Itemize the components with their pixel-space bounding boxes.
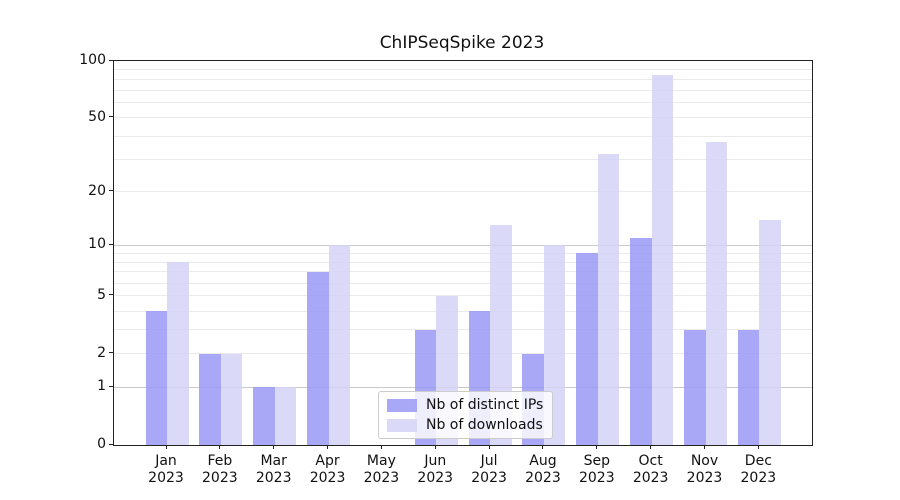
x-axis-tick — [327, 445, 329, 449]
x-tick-label: Jun 2023 — [417, 453, 454, 486]
x-axis-tick — [488, 445, 490, 449]
x-tick-label: Sep 2023 — [578, 453, 615, 486]
x-axis-tick — [757, 445, 759, 449]
x-tick-label: Mar 2023 — [255, 453, 292, 486]
y-axis-tick — [109, 443, 113, 445]
bar-downloads-apr — [328, 245, 351, 445]
minor-gridline — [114, 135, 812, 137]
x-tick-label: Feb 2023 — [202, 453, 238, 486]
x-tick-label: Dec 2023 — [740, 453, 777, 486]
chart-title: ChIPSeqSpike 2023 — [379, 33, 545, 53]
legend-item: Nb of downloads — [387, 417, 543, 433]
x-tick-label: Nov 2023 — [686, 453, 723, 486]
x-tick-label: Aug 2023 — [525, 453, 561, 486]
x-axis-tick — [219, 445, 221, 449]
bar-downloads-nov — [705, 142, 727, 445]
bar-ips-feb — [199, 353, 221, 445]
y-tick-label: 1 — [97, 378, 106, 395]
x-tick-label: Oct 2023 — [632, 453, 669, 486]
plot-area — [113, 60, 813, 446]
bar-ips-jan — [145, 311, 167, 445]
x-axis-tick — [650, 445, 652, 449]
bar-downloads-dec — [759, 219, 781, 445]
legend-swatch-ips — [387, 398, 417, 412]
y-axis-tick — [109, 385, 113, 387]
bar-ips-dec — [737, 329, 760, 445]
bar-ips-apr — [307, 271, 329, 445]
minor-gridline — [114, 69, 812, 71]
bar-downloads-jul — [490, 225, 512, 445]
y-tick-label: 50 — [88, 108, 106, 125]
minor-gridline — [114, 78, 812, 80]
y-tick-label: 10 — [88, 236, 106, 253]
minor-gridline — [114, 89, 812, 91]
x-axis-tick — [596, 445, 598, 449]
y-axis-tick — [109, 294, 113, 296]
bar-ips-oct — [630, 238, 652, 445]
minor-gridline — [114, 117, 812, 119]
legend-item: Nb of distinct IPs — [387, 397, 543, 413]
x-axis-tick — [165, 445, 167, 449]
y-axis-tick — [109, 352, 113, 354]
legend: Nb of distinct IPs Nb of downloads — [378, 391, 554, 439]
y-axis-tick — [109, 243, 113, 245]
y-tick-label: 0 — [97, 436, 106, 452]
bar-downloads-mar — [274, 387, 297, 445]
bar-ips-sep — [576, 253, 598, 445]
x-axis-tick — [380, 445, 382, 449]
bar-downloads-jan — [167, 262, 189, 445]
y-tick-label: 20 — [88, 182, 106, 199]
x-tick-label: May 2023 — [363, 453, 400, 486]
x-axis-tick — [542, 445, 544, 449]
x-axis-tick — [273, 445, 275, 449]
x-tick-label: Jan 2023 — [148, 453, 184, 486]
bar-downloads-sep — [597, 154, 620, 445]
y-axis-tick — [109, 190, 113, 192]
y-tick-label: 100 — [79, 52, 106, 68]
y-axis-tick — [109, 116, 113, 118]
bar-ips-mar — [253, 387, 275, 445]
bar-downloads-feb — [220, 353, 243, 445]
legend-label: Nb of downloads — [426, 417, 543, 433]
x-tick-label: Jul 2023 — [471, 453, 507, 486]
y-axis-tick — [109, 59, 113, 61]
x-tick-label: Apr 2023 — [309, 453, 346, 486]
x-axis-tick — [434, 445, 436, 449]
x-axis-tick — [704, 445, 705, 449]
legend-swatch-downloads — [387, 418, 417, 432]
bar-ips-nov — [684, 329, 706, 445]
legend-label: Nb of distinct IPs — [426, 397, 544, 413]
minor-gridline — [114, 102, 812, 104]
y-tick-label: 5 — [97, 286, 106, 303]
y-tick-label: 2 — [97, 344, 106, 361]
bar-downloads-oct — [651, 75, 674, 445]
